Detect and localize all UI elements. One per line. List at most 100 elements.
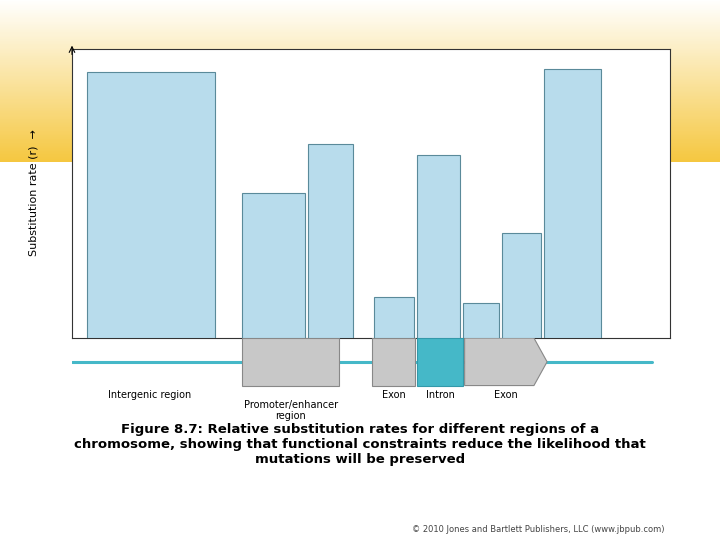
Bar bbox=[0, 16, 720, 17]
Bar bbox=[0, 154, 720, 156]
Text: Figure 8.7: Relative substitution rates for different regions of a
chromosome, s: Figure 8.7: Relative substitution rates … bbox=[74, 423, 646, 467]
Bar bbox=[417, 338, 463, 386]
Bar bbox=[0, 110, 720, 111]
Bar bbox=[0, 146, 720, 147]
Bar bbox=[0, 54, 720, 55]
Bar bbox=[0, 136, 720, 137]
Bar bbox=[0, 50, 720, 51]
Bar bbox=[0, 3, 720, 4]
Bar bbox=[242, 338, 339, 386]
Bar bbox=[0, 5, 720, 6]
Bar bbox=[0, 113, 720, 114]
Bar bbox=[0, 37, 720, 38]
Bar bbox=[0, 119, 720, 120]
Bar bbox=[0, 44, 720, 45]
Bar bbox=[374, 297, 415, 338]
Bar bbox=[0, 92, 720, 93]
Bar bbox=[0, 156, 720, 157]
Bar bbox=[0, 114, 720, 116]
Bar bbox=[0, 144, 720, 145]
Bar bbox=[0, 94, 720, 95]
Bar bbox=[0, 139, 720, 140]
Bar bbox=[0, 122, 720, 123]
Bar bbox=[308, 144, 353, 338]
Bar bbox=[0, 55, 720, 56]
Bar bbox=[0, 106, 720, 107]
Bar bbox=[0, 138, 720, 139]
Bar bbox=[0, 102, 720, 103]
Bar bbox=[243, 193, 305, 338]
Text: Intron: Intron bbox=[426, 390, 454, 400]
Bar bbox=[0, 71, 720, 72]
Bar bbox=[87, 72, 215, 338]
Bar bbox=[0, 78, 720, 79]
Bar bbox=[0, 22, 720, 23]
Bar bbox=[0, 51, 720, 52]
Bar bbox=[0, 118, 720, 119]
Bar bbox=[0, 13, 720, 14]
Bar bbox=[0, 56, 720, 57]
Bar bbox=[0, 91, 720, 92]
Bar bbox=[0, 120, 720, 121]
Bar bbox=[0, 76, 720, 77]
Bar bbox=[0, 2, 720, 3]
Bar bbox=[0, 107, 720, 108]
Bar bbox=[0, 97, 720, 98]
Bar bbox=[0, 109, 720, 110]
Bar bbox=[0, 38, 720, 39]
Bar bbox=[0, 129, 720, 130]
Bar bbox=[0, 112, 720, 113]
Bar bbox=[0, 43, 720, 44]
Bar bbox=[0, 67, 720, 68]
Bar bbox=[0, 23, 720, 24]
Bar bbox=[0, 158, 720, 159]
Bar bbox=[0, 90, 720, 91]
Bar bbox=[0, 132, 720, 133]
Bar bbox=[0, 60, 720, 62]
Bar bbox=[0, 84, 720, 85]
Bar bbox=[0, 83, 720, 84]
Bar bbox=[0, 36, 720, 37]
Bar bbox=[0, 0, 720, 1]
Bar bbox=[0, 48, 720, 49]
Bar bbox=[0, 89, 720, 90]
Bar bbox=[0, 19, 720, 21]
Bar bbox=[0, 52, 720, 53]
Bar bbox=[0, 42, 720, 43]
Bar bbox=[0, 150, 720, 151]
Bar bbox=[0, 46, 720, 48]
Bar bbox=[0, 65, 720, 66]
Bar bbox=[0, 127, 720, 129]
Bar bbox=[0, 17, 720, 18]
Text: © 2010 Jones and Bartlett Publishers, LLC (www.jbpub.com): © 2010 Jones and Bartlett Publishers, LL… bbox=[412, 525, 665, 534]
Bar bbox=[0, 145, 720, 146]
Bar bbox=[0, 35, 720, 36]
Bar bbox=[0, 63, 720, 64]
Bar bbox=[0, 81, 720, 82]
Bar bbox=[0, 105, 720, 106]
Bar bbox=[0, 151, 720, 152]
Bar bbox=[0, 15, 720, 16]
Bar bbox=[0, 103, 720, 104]
Bar bbox=[0, 70, 720, 71]
Bar bbox=[0, 86, 720, 87]
Bar bbox=[503, 233, 541, 338]
Bar bbox=[0, 30, 720, 31]
Bar bbox=[0, 28, 720, 29]
Bar bbox=[0, 12, 720, 13]
Bar bbox=[464, 303, 499, 338]
Bar bbox=[0, 33, 720, 35]
Bar bbox=[0, 135, 720, 136]
Bar bbox=[0, 49, 720, 50]
Bar bbox=[0, 18, 720, 19]
Bar bbox=[0, 100, 720, 102]
Bar bbox=[0, 134, 720, 135]
Bar bbox=[0, 9, 720, 10]
Bar bbox=[0, 93, 720, 94]
Bar bbox=[0, 69, 720, 70]
Bar bbox=[0, 8, 720, 9]
Text: Exon: Exon bbox=[494, 390, 518, 400]
Bar bbox=[0, 27, 720, 28]
Bar bbox=[0, 143, 720, 144]
Bar bbox=[0, 140, 720, 141]
